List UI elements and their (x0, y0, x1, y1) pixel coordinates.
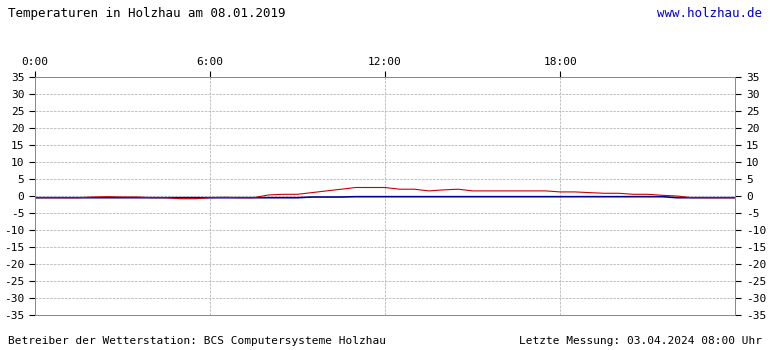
Text: Temperaturen in Holzhau am 08.01.2019: Temperaturen in Holzhau am 08.01.2019 (8, 7, 285, 20)
Text: Letzte Messung: 03.04.2024 08:00 Uhr: Letzte Messung: 03.04.2024 08:00 Uhr (519, 336, 762, 346)
Text: www.holzhau.de: www.holzhau.de (658, 7, 762, 20)
Text: Betreiber der Wetterstation: BCS Computersysteme Holzhau: Betreiber der Wetterstation: BCS Compute… (8, 336, 386, 346)
